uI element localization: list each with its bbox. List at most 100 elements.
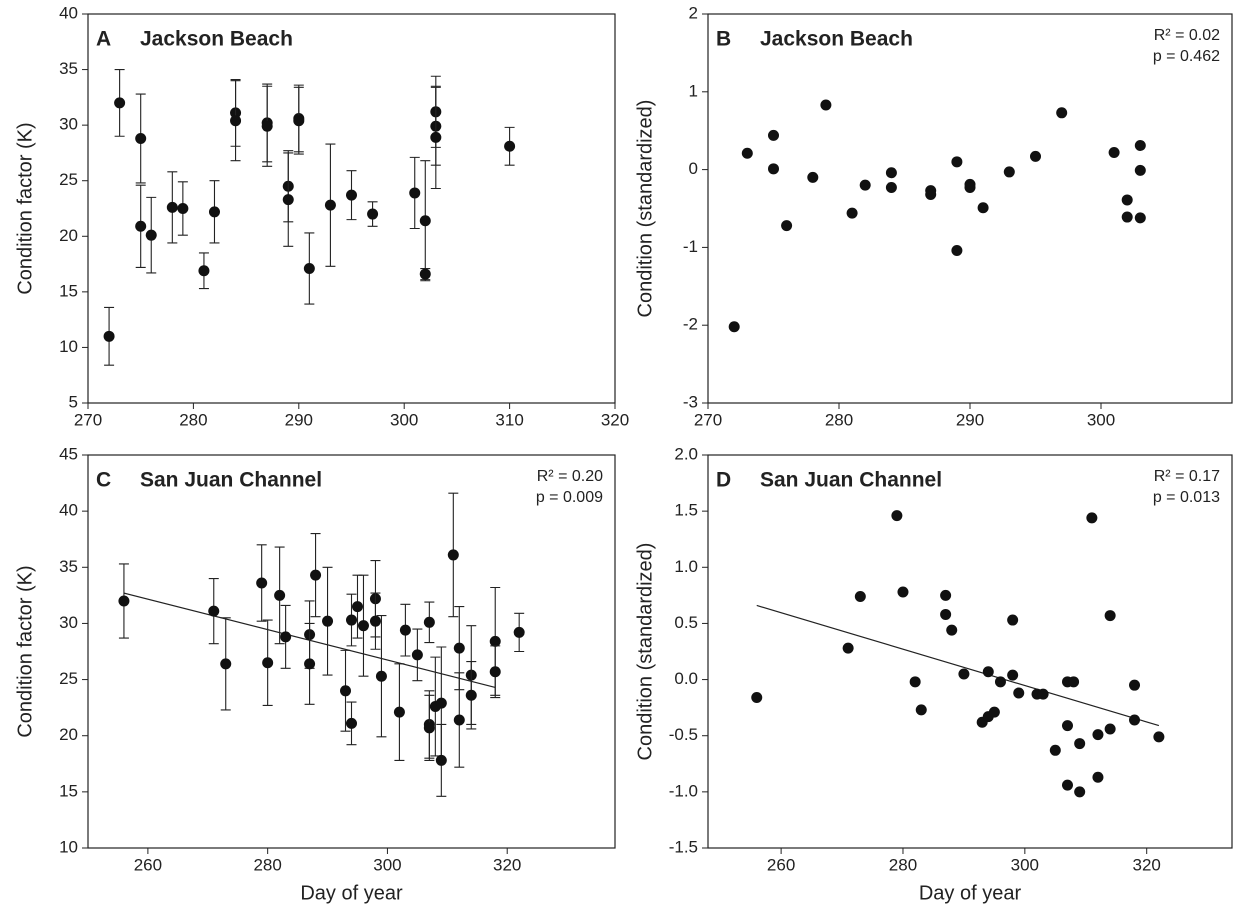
x-tick-label: 280: [825, 410, 853, 429]
y-tick-label: 30: [59, 613, 78, 632]
data-point: [951, 156, 963, 168]
data-point: [280, 631, 292, 643]
data-point: [177, 203, 189, 214]
data-point: [435, 697, 447, 709]
panel-title: Jackson Beach: [140, 28, 293, 51]
data-point: [293, 115, 305, 127]
y-tick-label: 10: [59, 837, 78, 856]
annotation: R² = 0.20: [537, 468, 603, 485]
panel-title: San Juan Channel: [760, 469, 942, 492]
data-point: [435, 754, 447, 766]
data-point: [1153, 731, 1165, 743]
plot-frame: [87, 454, 616, 849]
y-tick-label: 35: [59, 557, 78, 576]
data-point: [768, 163, 779, 175]
data-point: [940, 589, 952, 601]
data-point: [1134, 164, 1146, 176]
y-axis-label: Condition factor (K): [14, 122, 36, 294]
panel-title: San Juan Channel: [140, 469, 322, 492]
data-point: [282, 194, 294, 206]
y-tick-label: -0.5: [669, 725, 698, 744]
y-tick-label: -1.0: [669, 781, 698, 800]
data-point: [781, 220, 793, 232]
data-point: [393, 706, 405, 718]
y-tick-label: 1.5: [674, 501, 698, 520]
data-point: [208, 605, 220, 617]
x-tick-label: 310: [495, 410, 523, 429]
data-point: [1108, 146, 1120, 158]
data-point: [1013, 687, 1025, 699]
data-point: [1037, 688, 1049, 700]
data-point: [946, 624, 958, 636]
x-tick-label: 300: [1087, 410, 1115, 429]
data-point: [114, 97, 126, 109]
data-point: [885, 181, 897, 193]
data-point: [1129, 714, 1141, 726]
data-point: [859, 179, 871, 191]
y-axis-label: Condition factor (K): [14, 565, 36, 737]
y-tick-label: 20: [59, 226, 78, 245]
panel-letter: B: [716, 28, 731, 51]
data-point: [357, 620, 369, 632]
data-point: [1007, 614, 1019, 626]
data-point: [465, 689, 477, 701]
data-point: [885, 167, 897, 179]
y-tick-label: -1.5: [669, 837, 698, 856]
data-point: [925, 188, 937, 200]
data-point: [399, 624, 411, 636]
data-point: [940, 608, 952, 620]
data-point: [1049, 744, 1061, 756]
panel-letter: D: [716, 469, 731, 492]
data-point: [891, 510, 903, 522]
data-point: [1030, 150, 1041, 162]
data-point: [304, 658, 316, 670]
x-tick-label: 280: [253, 855, 281, 874]
y-tick-label: 30: [59, 115, 78, 134]
data-point: [145, 229, 157, 241]
data-point: [274, 589, 286, 601]
data-point: [1121, 194, 1133, 206]
data-point: [820, 99, 832, 111]
data-point: [1134, 212, 1146, 224]
data-point: [261, 120, 273, 132]
data-point: [1003, 166, 1015, 178]
data-point: [751, 692, 763, 704]
data-point: [411, 649, 423, 661]
data-point: [807, 171, 819, 183]
y-tick-label: 2: [689, 3, 698, 22]
data-point: [854, 590, 866, 602]
data-point: [988, 706, 1000, 718]
data-point: [1092, 771, 1104, 783]
data-point: [453, 714, 465, 726]
x-tick-label: 280: [889, 855, 917, 874]
data-point: [310, 569, 322, 581]
data-point: [1129, 679, 1141, 691]
y-tick-label: 0: [689, 159, 698, 178]
x-tick-label: 290: [956, 410, 984, 429]
y-tick-label: 1: [689, 81, 698, 100]
y-tick-label: 45: [59, 444, 78, 463]
data-point: [262, 657, 274, 669]
x-tick-label: 300: [1011, 855, 1039, 874]
y-tick-label: -3: [683, 392, 698, 411]
data-point: [369, 615, 381, 627]
plot-frame: [707, 454, 1233, 849]
x-tick-label: 300: [373, 855, 401, 874]
data-point: [1061, 720, 1073, 732]
data-point: [135, 220, 147, 232]
y-tick-label: 1.0: [674, 557, 698, 576]
y-tick-label: 25: [59, 669, 78, 688]
data-point: [1086, 512, 1098, 524]
y-tick-label: 15: [59, 781, 78, 800]
data-point: [1074, 738, 1086, 750]
x-tick-label: 280: [179, 410, 207, 429]
y-tick-label: 40: [59, 501, 78, 520]
data-point: [994, 676, 1006, 688]
annotation: R² = 0.02: [1154, 27, 1220, 44]
panel-letter: A: [96, 28, 111, 51]
y-axis-label: Condition (standardized): [634, 543, 656, 761]
data-point: [846, 207, 858, 219]
x-axis-label: Day of year: [300, 882, 403, 904]
x-tick-label: 270: [694, 410, 722, 429]
